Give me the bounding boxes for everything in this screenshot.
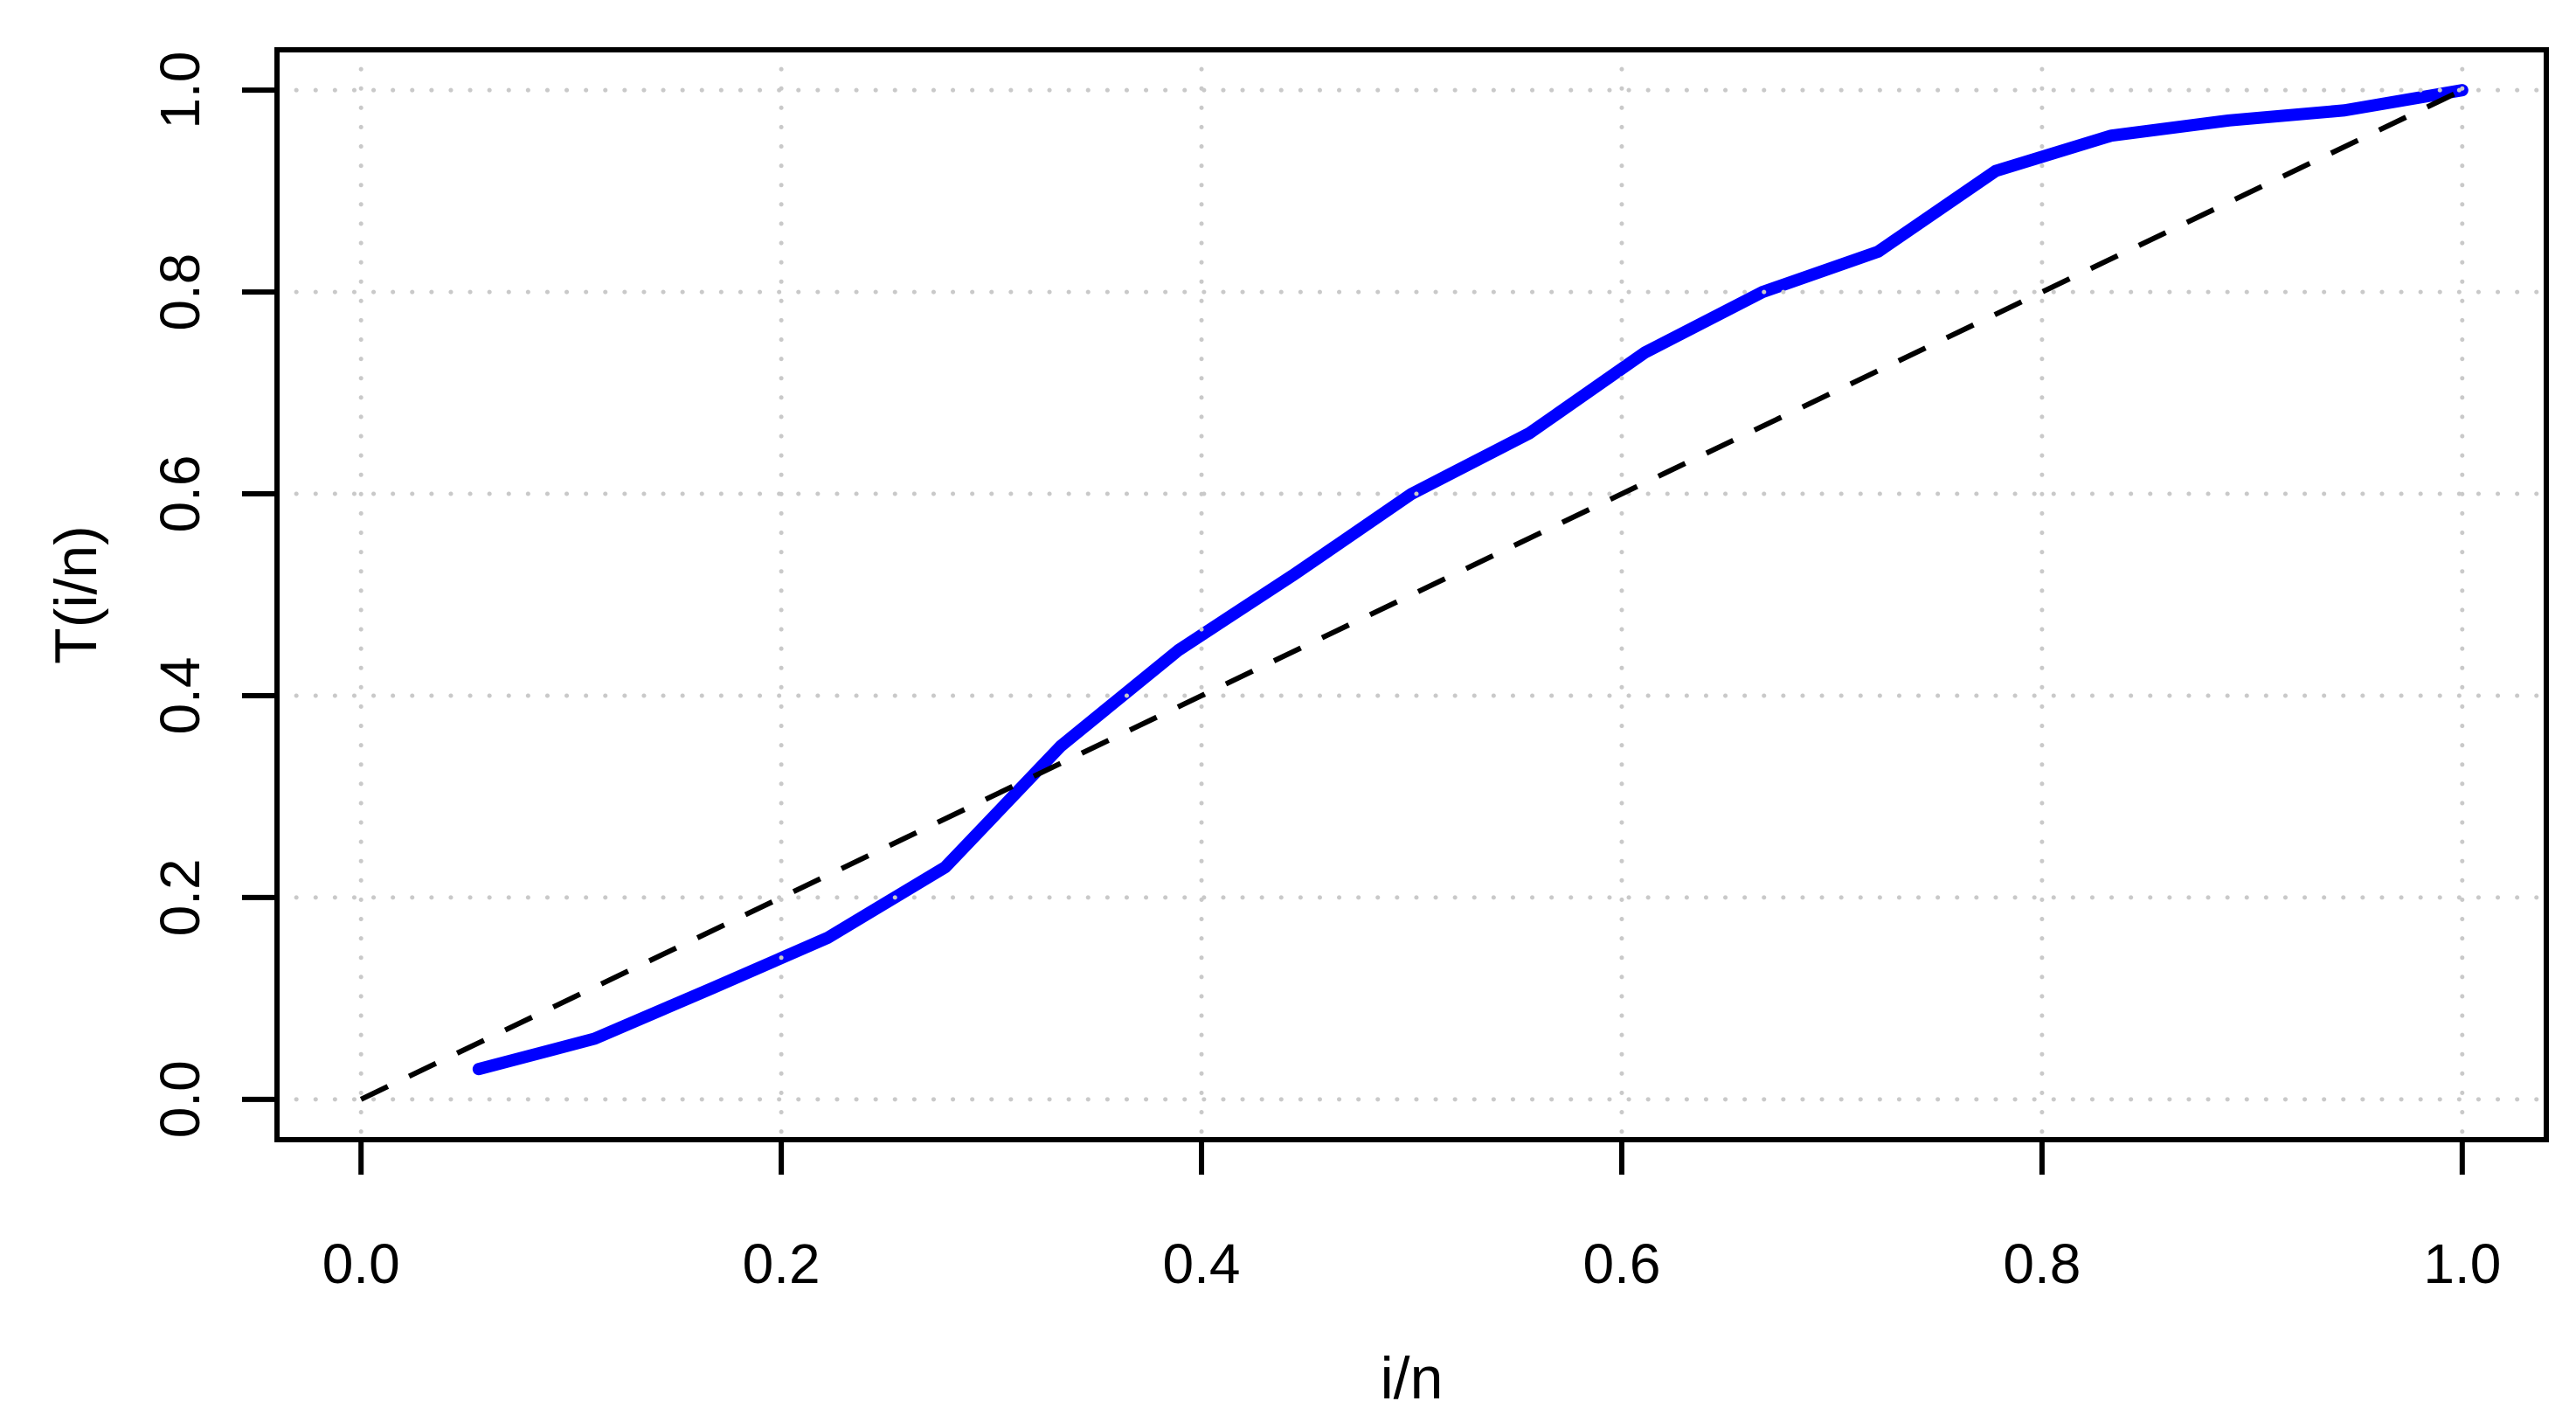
y-axis-tick-label-1.0: 1.0 (149, 52, 211, 129)
x-axis-tick-label-0.8: 0.8 (2003, 1232, 2081, 1295)
x-axis-tick-label-0.2: 0.2 (743, 1232, 821, 1295)
x-axis-tick-label-0.6: 0.6 (1582, 1232, 1660, 1295)
y-axis-tick-label-0.2: 0.2 (149, 858, 211, 936)
plot-border-box (274, 47, 2549, 1142)
series-line-transform-curve (472, 84, 2469, 1076)
x-axis-tick-label-0.0: 0.0 (322, 1232, 400, 1295)
y-axis-tick-label-0.0: 0.0 (149, 1060, 211, 1138)
y-axis-tick-label-0.4: 0.4 (149, 656, 211, 734)
x-axis-tick-label-0.4: 0.4 (1163, 1232, 1241, 1295)
y-axis-title: T(i/n) (43, 525, 109, 664)
x-axis-title: i/n (1381, 1345, 1444, 1412)
x-axis-tick-label-1.0: 1.0 (2423, 1232, 2501, 1295)
y-axis-tick-label-0.8: 0.8 (149, 253, 211, 331)
y-axis-tick-label-0.6: 0.6 (149, 455, 211, 533)
identity-dashed-line (359, 87, 2464, 1102)
